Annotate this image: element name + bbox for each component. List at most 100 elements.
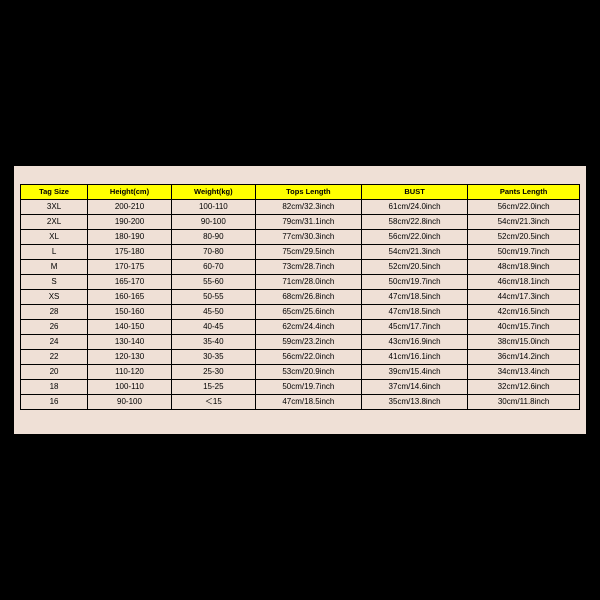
cell-tops: 75cm/29.5inch <box>255 244 361 259</box>
cell-weight: 80-90 <box>171 229 255 244</box>
cell-height: 90-100 <box>88 394 172 409</box>
cell-height: 110-120 <box>88 364 172 379</box>
table-row: M170-17560-7073cm/28.7inch52cm/20.5inch4… <box>21 259 580 274</box>
cell-height: 160-165 <box>88 289 172 304</box>
cell-pants: 38cm/15.0inch <box>468 334 580 349</box>
col-header-weight: Weight(kg) <box>171 185 255 200</box>
cell-tag: 18 <box>21 379 88 394</box>
cell-tag: M <box>21 259 88 274</box>
table-row: 26140-15040-4562cm/24.4inch45cm/17.7inch… <box>21 319 580 334</box>
cell-pants: 46cm/18.1inch <box>468 274 580 289</box>
cell-tag: XL <box>21 229 88 244</box>
cell-weight: 50-55 <box>171 289 255 304</box>
cell-height: 175-180 <box>88 244 172 259</box>
table-row: S165-17055-6071cm/28.0inch50cm/19.7inch4… <box>21 274 580 289</box>
cell-height: 150-160 <box>88 304 172 319</box>
cell-bust: 54cm/21.3inch <box>361 244 467 259</box>
canvas: Tag Size Height(cm) Weight(kg) Tops Leng… <box>0 0 600 600</box>
col-header-pants: Pants Length <box>468 185 580 200</box>
cell-bust: 37cm/14.6inch <box>361 379 467 394</box>
cell-tag: 26 <box>21 319 88 334</box>
col-header-tag: Tag Size <box>21 185 88 200</box>
cell-tops: 56cm/22.0inch <box>255 349 361 364</box>
cell-tops: 71cm/28.0inch <box>255 274 361 289</box>
cell-tops: 47cm/18.5inch <box>255 394 361 409</box>
cell-tag: XS <box>21 289 88 304</box>
cell-height: 140-150 <box>88 319 172 334</box>
cell-tag: 22 <box>21 349 88 364</box>
cell-pants: 48cm/18.9inch <box>468 259 580 274</box>
cell-height: 200-210 <box>88 199 172 214</box>
cell-weight: 30-35 <box>171 349 255 364</box>
cell-pants: 30cm/11.8inch <box>468 394 580 409</box>
cell-bust: 47cm/18.5inch <box>361 304 467 319</box>
col-header-tops: Tops Length <box>255 185 361 200</box>
cell-pants: 44cm/17.3inch <box>468 289 580 304</box>
cell-weight: 35-40 <box>171 334 255 349</box>
cell-tag: S <box>21 274 88 289</box>
cell-weight: 90-100 <box>171 214 255 229</box>
cell-tag: 16 <box>21 394 88 409</box>
table-header-row: Tag Size Height(cm) Weight(kg) Tops Leng… <box>21 185 580 200</box>
cell-tag: 24 <box>21 334 88 349</box>
cell-pants: 54cm/21.3inch <box>468 214 580 229</box>
table-row: XS160-16550-5568cm/26.8inch47cm/18.5inch… <box>21 289 580 304</box>
cell-weight: ＜15 <box>171 394 255 409</box>
table-row: 3XL200-210100-11082cm/32.3inch61cm/24.0i… <box>21 199 580 214</box>
table-row: 20110-12025-3053cm/20.9inch39cm/15.4inch… <box>21 364 580 379</box>
table-row: 24130-14035-4059cm/23.2inch43cm/16.9inch… <box>21 334 580 349</box>
col-header-bust: BUST <box>361 185 467 200</box>
cell-bust: 45cm/17.7inch <box>361 319 467 334</box>
cell-tops: 62cm/24.4inch <box>255 319 361 334</box>
cell-height: 180-190 <box>88 229 172 244</box>
cell-height: 100-110 <box>88 379 172 394</box>
cell-pants: 56cm/22.0inch <box>468 199 580 214</box>
cell-tag: 3XL <box>21 199 88 214</box>
table-row: XL180-19080-9077cm/30.3inch56cm/22.0inch… <box>21 229 580 244</box>
cell-weight: 40-45 <box>171 319 255 334</box>
cell-weight: 25-30 <box>171 364 255 379</box>
cell-bust: 56cm/22.0inch <box>361 229 467 244</box>
cell-height: 190-200 <box>88 214 172 229</box>
cell-pants: 42cm/16.5inch <box>468 304 580 319</box>
cell-pants: 40cm/15.7inch <box>468 319 580 334</box>
cell-tops: 73cm/28.7inch <box>255 259 361 274</box>
cell-pants: 32cm/12.6inch <box>468 379 580 394</box>
cell-bust: 43cm/16.9inch <box>361 334 467 349</box>
cell-weight: 15-25 <box>171 379 255 394</box>
cell-weight: 70-80 <box>171 244 255 259</box>
cell-pants: 50cm/19.7inch <box>468 244 580 259</box>
cell-tops: 53cm/20.9inch <box>255 364 361 379</box>
cell-height: 130-140 <box>88 334 172 349</box>
cell-weight: 45-50 <box>171 304 255 319</box>
cell-tag: L <box>21 244 88 259</box>
cell-tops: 65cm/25.6inch <box>255 304 361 319</box>
cell-bust: 61cm/24.0inch <box>361 199 467 214</box>
cell-pants: 52cm/20.5inch <box>468 229 580 244</box>
cell-weight: 60-70 <box>171 259 255 274</box>
cell-tops: 82cm/32.3inch <box>255 199 361 214</box>
cell-bust: 41cm/16.1inch <box>361 349 467 364</box>
size-chart-sheet: Tag Size Height(cm) Weight(kg) Tops Leng… <box>14 166 586 434</box>
cell-tops: 68cm/26.8inch <box>255 289 361 304</box>
table-row: 2XL190-20090-10079cm/31.1inch58cm/22.8in… <box>21 214 580 229</box>
table-row: 1690-100＜1547cm/18.5inch35cm/13.8inch30c… <box>21 394 580 409</box>
cell-bust: 35cm/13.8inch <box>361 394 467 409</box>
cell-bust: 52cm/20.5inch <box>361 259 467 274</box>
table-row: 18100-11015-2550cm/19.7inch37cm/14.6inch… <box>21 379 580 394</box>
cell-bust: 39cm/15.4inch <box>361 364 467 379</box>
cell-tops: 77cm/30.3inch <box>255 229 361 244</box>
col-header-height: Height(cm) <box>88 185 172 200</box>
cell-weight: 55-60 <box>171 274 255 289</box>
cell-tag: 20 <box>21 364 88 379</box>
cell-tops: 59cm/23.2inch <box>255 334 361 349</box>
cell-pants: 36cm/14.2inch <box>468 349 580 364</box>
cell-tag: 2XL <box>21 214 88 229</box>
cell-weight: 100-110 <box>171 199 255 214</box>
table-row: L175-18070-8075cm/29.5inch54cm/21.3inch5… <box>21 244 580 259</box>
cell-height: 165-170 <box>88 274 172 289</box>
cell-pants: 34cm/13.4inch <box>468 364 580 379</box>
cell-tag: 28 <box>21 304 88 319</box>
cell-tops: 79cm/31.1inch <box>255 214 361 229</box>
cell-bust: 50cm/19.7inch <box>361 274 467 289</box>
